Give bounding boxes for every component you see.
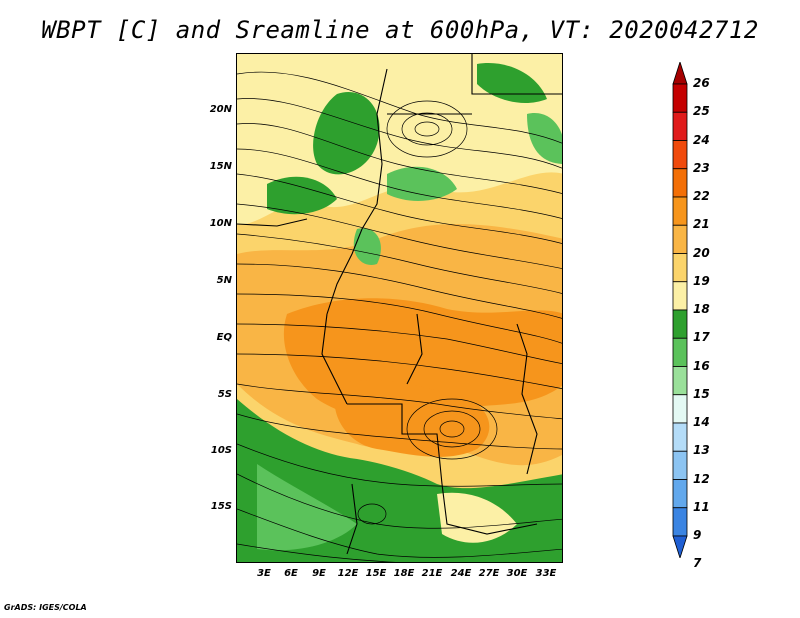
colorbar-cell xyxy=(672,281,688,311)
country-borders xyxy=(237,54,562,555)
colorbar-cell xyxy=(672,309,688,339)
lon-label-33e: 33E xyxy=(535,568,557,579)
colorbar-cell xyxy=(672,507,688,537)
colorbar-top-triangle xyxy=(672,62,688,85)
wbpt-green-patch-2 xyxy=(267,176,337,215)
colorbar-cell xyxy=(672,337,688,367)
map-plot-area xyxy=(236,53,563,563)
lat-label-10n: 10N xyxy=(209,218,232,229)
wbpt-southern-light-green xyxy=(257,464,357,551)
colorbar-cell xyxy=(672,140,688,170)
colorbar-label: 12 xyxy=(693,471,710,486)
colorbar-label: 14 xyxy=(693,415,710,429)
colorbar-cell xyxy=(672,479,688,509)
lat-label-5n: 5N xyxy=(216,275,232,286)
wbpt-southern-yellow-patch xyxy=(437,492,517,543)
colorbar-cells xyxy=(672,62,688,558)
colorbar-label: 9 xyxy=(693,528,702,542)
colorbar-cell xyxy=(672,253,688,283)
colorbar-label: 16 xyxy=(693,358,710,373)
colorbar-cell xyxy=(672,168,688,198)
wbpt-streamline-map xyxy=(237,54,562,562)
wbpt-green-patch-3 xyxy=(387,166,457,201)
lat-label-20n: 20N xyxy=(209,104,232,115)
wbpt-green-patch-4 xyxy=(477,63,547,104)
colorbar-cell xyxy=(672,111,688,141)
lon-label-6e: 6E xyxy=(284,568,298,579)
colorbar-label: 24 xyxy=(693,132,710,147)
colorbar-cell xyxy=(672,450,688,480)
colorbar-cell xyxy=(672,422,688,452)
lat-label-eq: EQ xyxy=(216,332,232,343)
colorbar-cell xyxy=(672,224,688,254)
lat-label-15n: 15N xyxy=(209,161,232,172)
streamlines xyxy=(237,71,562,562)
lon-label-15e: 15E xyxy=(365,568,387,579)
colorbar-label: 23 xyxy=(693,160,710,175)
colorbar-label: 18 xyxy=(693,302,710,316)
wbpt-green-patch-5 xyxy=(527,113,562,164)
colorbar-label: 25 xyxy=(693,104,710,119)
lon-label-9e: 9E xyxy=(312,568,326,579)
colorbar-cell xyxy=(672,366,688,396)
lat-label-5s: 5S xyxy=(217,389,232,400)
colorbar-label: 19 xyxy=(693,273,710,288)
colorbar-label: 22 xyxy=(693,189,710,203)
colorbar-label: 20 xyxy=(693,245,710,260)
map-title: WBPT [C] and Sreamline at 600hPa, VT: 20… xyxy=(41,16,759,44)
colorbar-label: 21 xyxy=(693,217,710,232)
lon-label-27e: 27E xyxy=(478,568,500,579)
colorbar-cell xyxy=(672,394,688,424)
colorbar-cell xyxy=(672,196,688,226)
lon-label-3e: 3E xyxy=(257,568,271,579)
wbpt-green-patch-6 xyxy=(353,228,381,265)
colorbar-label: 13 xyxy=(693,443,710,458)
lon-label-18e: 18E xyxy=(393,568,415,579)
colorbar-bottom-triangle xyxy=(672,535,688,558)
lat-label-10s: 10S xyxy=(210,445,232,456)
colorbar-cell xyxy=(672,83,688,113)
colorbar xyxy=(672,62,688,558)
lon-label-12e: 12E xyxy=(337,568,359,579)
lat-label-15s: 15S xyxy=(210,501,232,512)
colorbar-label: 17 xyxy=(693,330,710,345)
colorbar-label: 11 xyxy=(693,499,710,514)
colorbar-label: 26 xyxy=(693,76,710,90)
grads-footer: GrADS: IGES/COLA xyxy=(4,603,87,612)
colorbar-label: 7 xyxy=(693,556,702,571)
lon-label-30e: 30E xyxy=(506,568,528,579)
colorbar-label: 15 xyxy=(693,386,710,401)
lon-label-21e: 21E xyxy=(421,568,443,579)
lon-label-24e: 24E xyxy=(450,568,472,579)
